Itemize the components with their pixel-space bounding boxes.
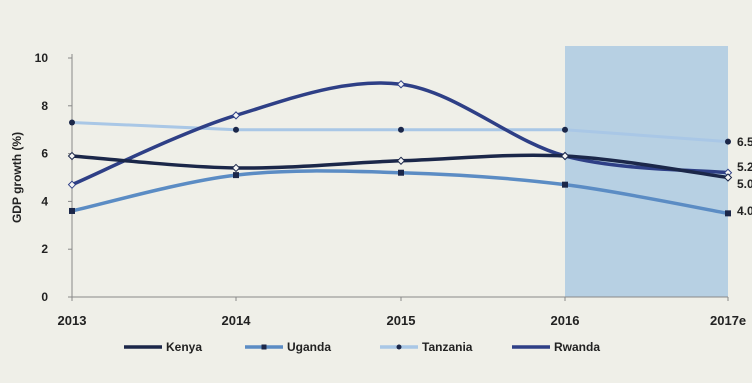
y-tick-label: 0 — [41, 290, 48, 304]
data-point-rwanda — [396, 80, 406, 89]
legend-label-uganda: Uganda — [287, 340, 331, 354]
data-point-kenya — [560, 151, 570, 161]
end-label-kenya: 5.0 — [737, 177, 752, 191]
data-point-uganda — [233, 172, 239, 179]
y-axis-label: GDP growth (%) — [10, 132, 24, 223]
x-tick-label: 2017e — [710, 313, 746, 328]
data-point-tanzania — [69, 119, 75, 126]
y-tick-label: 2 — [41, 242, 48, 256]
data-point-uganda — [69, 207, 75, 214]
data-point-kenya — [231, 163, 241, 173]
x-tick-label: 2016 — [551, 313, 580, 328]
y-tick-label: 10 — [35, 51, 49, 65]
y-tick-label: 4 — [41, 194, 48, 208]
x-tick-label: 2015 — [387, 313, 416, 328]
data-point-rwanda — [231, 111, 241, 120]
data-point-tanzania — [562, 126, 568, 133]
data-point-kenya — [396, 156, 406, 165]
data-point-tanzania — [233, 126, 239, 133]
data-point-kenya — [723, 173, 733, 182]
legend-label-rwanda: Rwanda — [554, 340, 600, 354]
data-point-uganda — [398, 169, 404, 176]
data-point-uganda — [562, 181, 568, 188]
x-tick-label: 2013 — [58, 313, 87, 328]
legend-marker-tanzania — [396, 344, 402, 350]
x-tick-label: 2014 — [222, 313, 252, 328]
data-point-tanzania — [398, 126, 404, 133]
end-label-rwanda: 5.2 — [737, 160, 752, 174]
end-label-uganda: 4.0 — [737, 204, 752, 218]
data-point-tanzania — [725, 138, 731, 145]
data-point-uganda — [725, 210, 731, 217]
end-label-tanzania: 6.5 — [737, 135, 752, 149]
data-point-kenya — [67, 151, 77, 161]
y-tick-label: 6 — [41, 147, 48, 161]
legend-marker-uganda — [261, 344, 267, 350]
y-tick-label: 8 — [41, 99, 48, 113]
legend-label-kenya: Kenya — [166, 340, 202, 354]
data-point-rwanda — [67, 180, 77, 189]
legend-label-tanzania: Tanzania — [422, 340, 473, 354]
